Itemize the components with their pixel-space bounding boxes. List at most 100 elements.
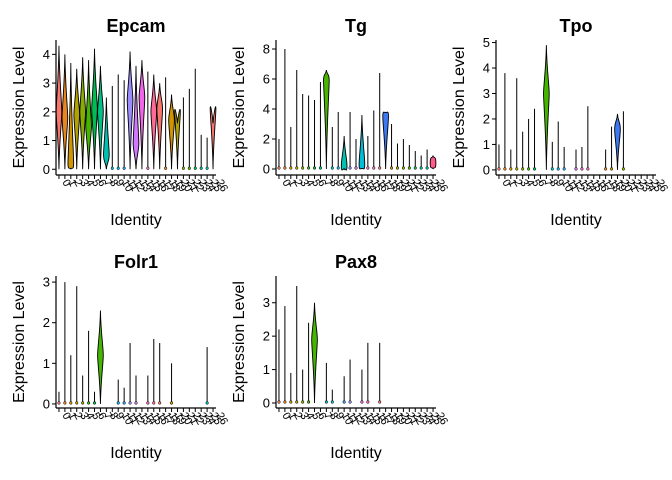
- x-tick-label: 19: [172, 178, 189, 195]
- y-tick-label: 3: [43, 275, 50, 290]
- x-tick-label: 20: [398, 411, 415, 428]
- x-tick-label: 4: [83, 178, 96, 189]
- violins: [277, 286, 382, 404]
- violin-base-4: [81, 401, 85, 405]
- x-tick-label: 14: [142, 411, 159, 428]
- x-tick-label: 2: [291, 178, 304, 189]
- violin-base-21: [181, 166, 185, 170]
- violin-4: [79, 57, 86, 170]
- violin-base-15: [146, 166, 150, 170]
- x-tick-label: 18: [166, 178, 183, 195]
- x-tick-label: 17: [380, 178, 397, 195]
- violin-base-19: [390, 166, 394, 170]
- x-tick-label: 26: [213, 411, 230, 428]
- x-tick-label: 9: [113, 411, 126, 422]
- y-tick-label: 2: [43, 315, 50, 330]
- violin-base-17: [158, 401, 162, 405]
- violin-6: [311, 302, 318, 403]
- x-tick-label: 22: [190, 178, 207, 195]
- x-tick-label: 0: [279, 178, 292, 189]
- y-axis-title: Expression Level: [451, 47, 468, 169]
- violin-base-17: [378, 400, 382, 404]
- x-tick-label: 10: [119, 178, 136, 195]
- x-tick-label: 16: [374, 178, 391, 195]
- x-tick-label: 11: [345, 178, 361, 194]
- x-tick-label: 26: [213, 178, 230, 195]
- violin-14: [138, 60, 146, 170]
- x-tick-label: 18: [386, 178, 403, 195]
- x-tick-label: 19: [612, 178, 629, 195]
- x-tick-label: 1: [505, 178, 518, 189]
- violin-base-9: [110, 166, 114, 170]
- x-tick-label: 12: [570, 178, 587, 195]
- violin-base-19: [610, 167, 614, 171]
- violin-base-16: [152, 401, 156, 405]
- violin-base-1: [283, 400, 287, 404]
- x-tick-label: 18: [166, 411, 183, 428]
- violins: [277, 49, 437, 171]
- violin-3: [73, 68, 81, 170]
- y-tick-label: 0: [483, 162, 490, 177]
- y-tick-label: 2: [483, 111, 490, 126]
- x-tick-label: 22: [410, 178, 427, 195]
- panel-folr1: Folr101230123456789101112131415161718192…: [11, 252, 230, 462]
- violin-11: [340, 135, 348, 171]
- violin-base-21: [401, 166, 405, 170]
- violin-base-24: [199, 166, 203, 170]
- violin-base-1: [283, 166, 287, 170]
- violins: [57, 282, 209, 405]
- x-tick-label: 1: [285, 178, 298, 189]
- y-tick-label: 0: [263, 395, 270, 410]
- x-tick-label: 20: [178, 178, 195, 195]
- y-tick-label: 4: [43, 47, 50, 62]
- y-tick-label: 6: [263, 72, 270, 87]
- y-tick-label: 1: [43, 356, 50, 371]
- violin-base-10: [336, 166, 340, 170]
- x-tick-label: 23: [196, 178, 213, 195]
- x-tick-label: 9: [333, 411, 346, 422]
- violin-base-22: [187, 166, 191, 170]
- violin-base-10: [116, 166, 120, 170]
- x-tick-label: 4: [523, 178, 536, 189]
- x-axis-title: Identity: [550, 212, 602, 229]
- x-tick-label: 11: [565, 178, 581, 194]
- x-tick-label: 14: [362, 411, 379, 428]
- violin-base-5: [527, 167, 531, 171]
- y-tick-label: 0: [43, 162, 50, 177]
- y-tick-label: 2: [263, 132, 270, 147]
- x-tick-label: 0: [279, 411, 292, 422]
- x-tick-label: 8: [107, 411, 120, 422]
- x-tick-label: 12: [350, 178, 367, 195]
- violin-base-4: [301, 400, 305, 404]
- panel-title: Folr1: [114, 252, 158, 272]
- violin-base-13: [574, 167, 578, 171]
- y-tick-label: 0: [263, 162, 270, 177]
- panel-title: Tpo: [560, 16, 593, 36]
- violin-base-18: [164, 166, 168, 170]
- violin-base-0: [57, 401, 61, 405]
- x-tick-label: 4: [303, 411, 316, 422]
- violin-base-23: [413, 166, 417, 170]
- violin-base-1: [63, 401, 67, 405]
- x-tick-label: 10: [119, 411, 136, 428]
- x-tick-label: 25: [428, 178, 445, 195]
- violin-base-17: [378, 166, 382, 170]
- x-tick-label: 18: [606, 178, 623, 195]
- x-tick-label: 11: [345, 411, 361, 427]
- violin-1: [61, 54, 69, 170]
- violin-14: [358, 114, 366, 170]
- x-tick-label: 2: [71, 411, 84, 422]
- x-tick-label: 10: [339, 178, 356, 195]
- panel-tpo: Tpo0123450123456789101112131415161718192…: [451, 16, 670, 229]
- y-axis-title: Expression Level: [231, 47, 248, 169]
- x-tick-label: 1: [65, 411, 78, 422]
- x-tick-label: 19: [392, 178, 409, 195]
- violin-base-6: [532, 167, 537, 171]
- violin-base-5: [307, 400, 311, 404]
- x-tick-label: 7: [101, 411, 114, 422]
- violin-17: [156, 83, 163, 170]
- violin-base-11: [122, 401, 126, 405]
- violin-base-0: [277, 166, 281, 170]
- x-tick-label: 13: [136, 411, 153, 428]
